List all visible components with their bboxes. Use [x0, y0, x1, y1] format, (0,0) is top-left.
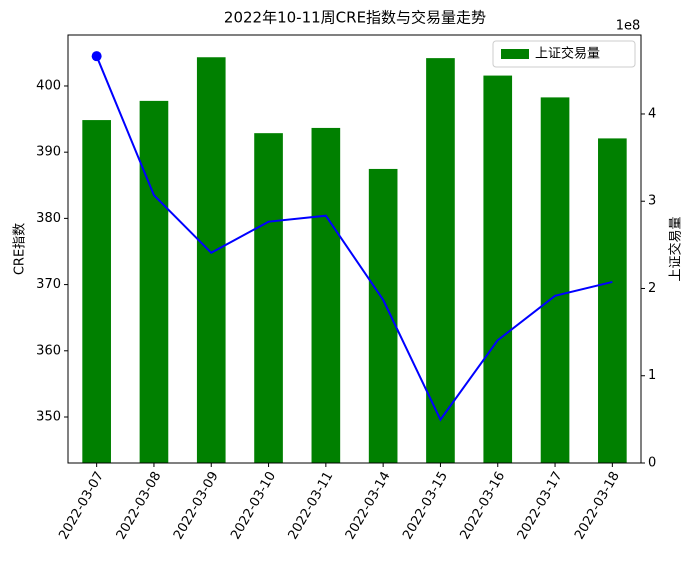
- bar: [540, 97, 570, 463]
- y-tick-label: 380: [36, 211, 61, 226]
- y2-axis-label: 上证交易量: [668, 216, 684, 281]
- x-tick-label: 2022-03-08: [114, 469, 165, 542]
- x-tick-label: 2022-03-14: [343, 469, 394, 542]
- y-tick-label: 370: [36, 277, 61, 292]
- y-tick-label: 400: [36, 78, 61, 93]
- x-tick-label: 2022-03-17: [515, 469, 566, 542]
- line: [95, 55, 613, 422]
- y2-tick-label: 0: [648, 456, 656, 471]
- legend-swatch: [501, 49, 529, 59]
- y2-tick-label: 2: [648, 281, 656, 296]
- x-tick-label: 2022-03-11: [286, 469, 337, 542]
- y2-tick-label: 3: [648, 194, 656, 209]
- bar: [598, 138, 627, 463]
- bar: [426, 58, 455, 463]
- bar: [483, 75, 513, 463]
- line-marker: [91, 51, 102, 62]
- x-tick-label: 2022-03-15: [400, 469, 451, 542]
- x-tick-label: 2022-03-18: [572, 469, 623, 542]
- y-tick-label: 360: [36, 343, 61, 358]
- legend-label: 上证交易量: [535, 46, 600, 62]
- bar: [254, 133, 283, 463]
- bar: [196, 57, 226, 463]
- bar: [82, 120, 111, 464]
- bar: [311, 127, 341, 464]
- x-tick-label: 2022-03-16: [457, 469, 508, 542]
- x-tick-label: 2022-03-07: [56, 469, 107, 542]
- chart-title: 2022年10-11周CRE指数与交易量走势: [224, 9, 486, 27]
- y2-tick-label: 1: [648, 368, 656, 383]
- x-tick-label: 2022-03-10: [228, 469, 279, 542]
- bar: [139, 100, 169, 464]
- y2-offset-label: 1e8: [616, 19, 641, 34]
- y2-tick-label: 4: [648, 106, 656, 121]
- y-tick-label: 390: [36, 145, 61, 160]
- legend-box: [492, 40, 636, 68]
- y-axis-label: CRE指数: [13, 223, 28, 275]
- x-tick-label: 2022-03-09: [171, 469, 222, 542]
- plot-frame: [67, 34, 642, 464]
- bar: [368, 168, 398, 464]
- y-tick-label: 350: [36, 409, 61, 424]
